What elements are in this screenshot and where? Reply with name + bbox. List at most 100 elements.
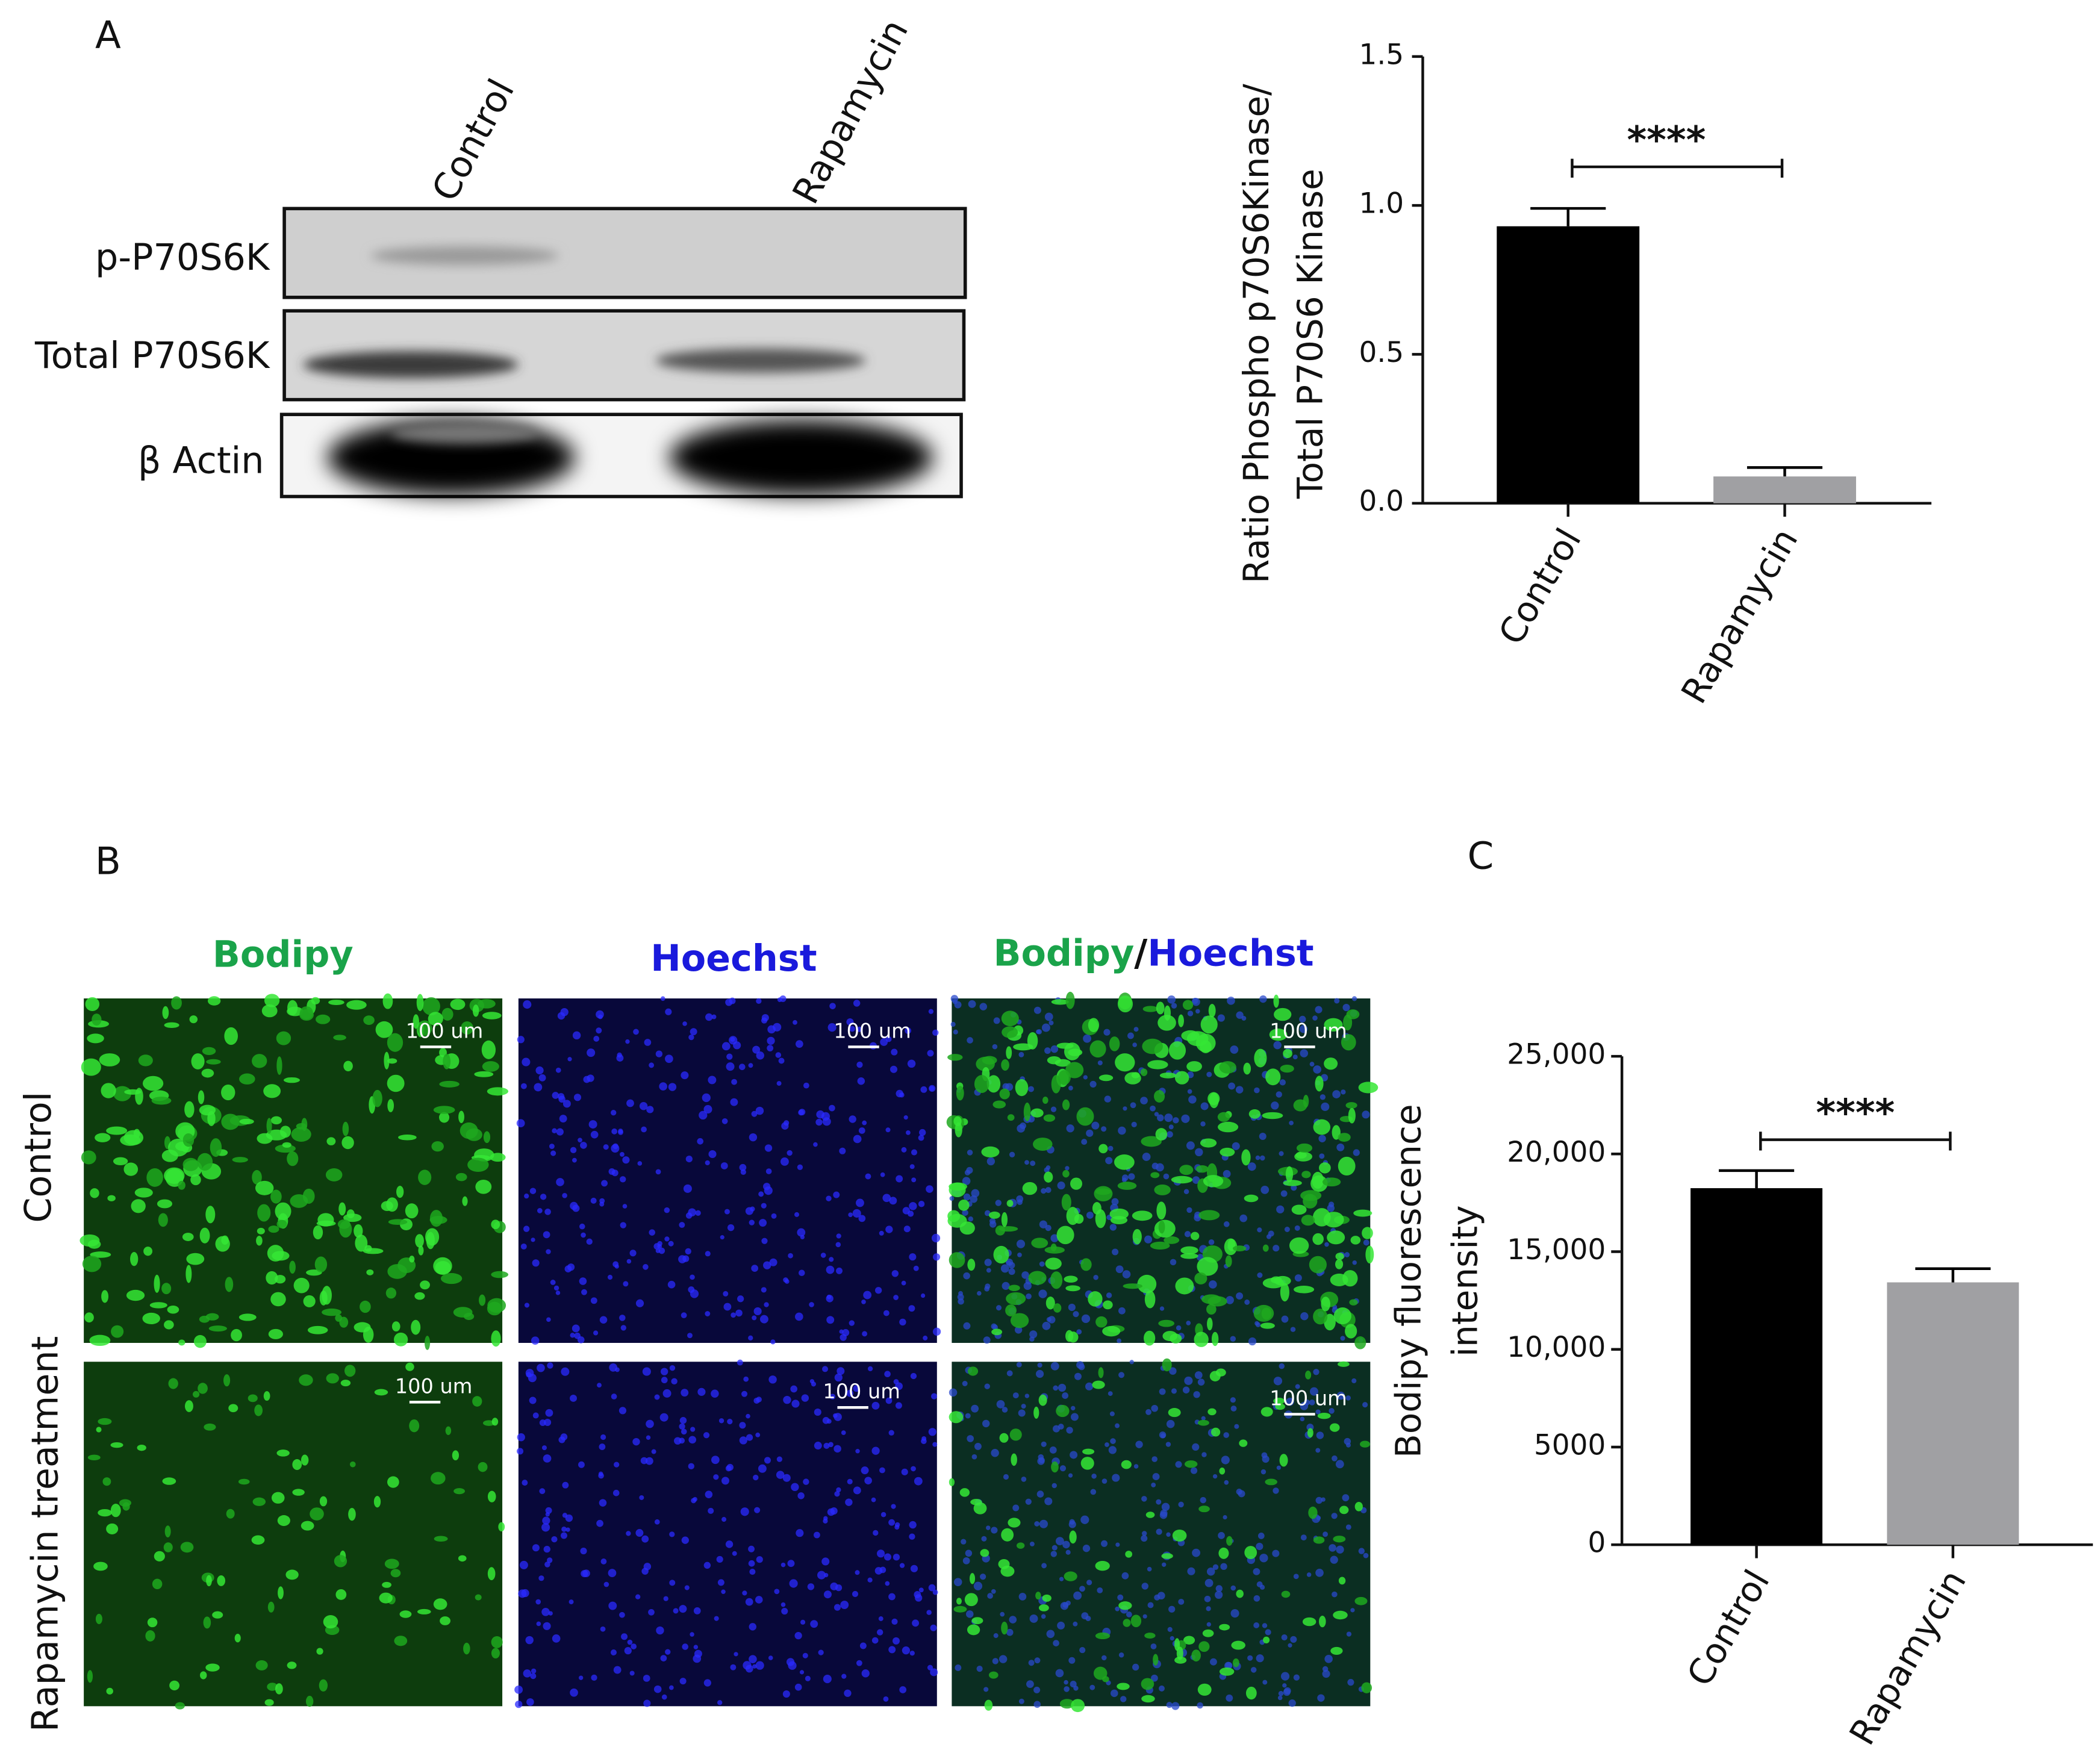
nucleus (992, 1324, 999, 1330)
nucleus (964, 1169, 971, 1175)
nucleus (660, 1368, 668, 1375)
lipid-cell (303, 1295, 316, 1307)
nucleus (992, 1658, 999, 1664)
blot-row-label: β Actin (138, 440, 264, 482)
lipid-cell (992, 1100, 1006, 1109)
lipid-cell (439, 1080, 460, 1088)
nucleus (570, 1147, 577, 1154)
lipid-cell (1183, 1636, 1195, 1645)
nucleus (888, 1646, 896, 1654)
nucleus (682, 1021, 687, 1026)
lipid-cell (1313, 1309, 1328, 1325)
lipid-cell (343, 1060, 353, 1072)
nucleus (619, 1315, 626, 1321)
lipid-cell (1179, 1165, 1194, 1175)
nucleus (807, 1583, 815, 1590)
nucleus (752, 1664, 757, 1669)
nucleus (1294, 1225, 1300, 1231)
lipid-cell (429, 1216, 447, 1224)
nucleus (867, 1366, 873, 1372)
nucleus (1281, 1634, 1288, 1641)
nucleus (893, 1295, 899, 1300)
nucleus (580, 1142, 587, 1149)
nucleus (730, 1098, 738, 1106)
nucleus (1220, 1563, 1227, 1571)
nucleus (534, 1083, 543, 1092)
nucleus (1230, 1406, 1237, 1412)
nucleus (1053, 1425, 1060, 1433)
nucleus (690, 1028, 697, 1036)
lipid-cell (204, 1423, 216, 1431)
nucleus (885, 1225, 893, 1233)
nucleus (1021, 1404, 1026, 1409)
lipid-cell (1330, 1423, 1340, 1432)
nucleus (949, 1196, 955, 1201)
lipid-cell (1343, 1014, 1353, 1031)
nucleus (834, 1373, 843, 1382)
lipid-cell (337, 1219, 351, 1229)
lipid-cell (1117, 995, 1133, 1013)
lipid-cell (335, 1589, 347, 1600)
lipid-cell (248, 1394, 258, 1403)
nucleus (545, 1409, 553, 1417)
lipid-cell (1088, 1291, 1103, 1307)
lipid-cell (1219, 1667, 1235, 1676)
nucleus (738, 1063, 746, 1071)
nucleus (1108, 1446, 1117, 1454)
nucleus (962, 1177, 971, 1185)
lipid-cell (1154, 1090, 1165, 1103)
nucleus (1166, 1702, 1173, 1708)
nucleus (1195, 1148, 1203, 1157)
lipid-cell (137, 1444, 146, 1451)
nucleus (826, 1195, 832, 1201)
nucleus (791, 1483, 799, 1492)
nucleus (1332, 1455, 1338, 1462)
lipid-cell (349, 1461, 356, 1468)
nucleus (688, 1463, 694, 1470)
nucleus (980, 1574, 986, 1580)
nucleus (755, 1106, 764, 1115)
nucleus (853, 1135, 862, 1144)
nucleus (1315, 1409, 1321, 1415)
nucleus (1295, 1384, 1300, 1389)
lipid-cell (1241, 1149, 1251, 1166)
nucleus (735, 1309, 743, 1317)
nucleus (1293, 1674, 1300, 1681)
nucleus (1151, 1674, 1158, 1682)
nucleus (1340, 1336, 1345, 1341)
lipid-cell (266, 1271, 278, 1285)
nucleus (714, 1616, 719, 1621)
nucleus (725, 998, 733, 1006)
lipid-cell (1232, 1658, 1239, 1667)
nucleus (871, 1446, 880, 1455)
lipid-cell (189, 1015, 198, 1024)
panel-label: A (95, 13, 121, 57)
nucleus (746, 1434, 753, 1441)
lipid-cell (1219, 1061, 1236, 1074)
nucleus (1184, 1376, 1193, 1385)
lipid-cell (278, 1586, 284, 1599)
lipid-cell (270, 1189, 282, 1204)
nucleus (1024, 1393, 1030, 1398)
lipid-cell (1289, 1237, 1309, 1254)
nucleus (991, 1527, 998, 1534)
nucleus (1082, 1545, 1091, 1552)
nucleus (971, 1404, 979, 1413)
lipid-cell (338, 1202, 346, 1216)
nucleus (1235, 1086, 1244, 1094)
lipid-cell (1218, 1121, 1239, 1133)
nucleus (1133, 1027, 1139, 1032)
nucleus (1188, 1095, 1197, 1104)
nucleus (971, 1189, 980, 1198)
nucleus (1044, 1047, 1051, 1054)
lipid-cell (340, 1380, 351, 1387)
nucleus (918, 1201, 925, 1207)
nucleus (607, 1274, 613, 1280)
lipid-cell (1200, 1138, 1217, 1148)
nucleus (1057, 1621, 1065, 1630)
lipid-cell (162, 1006, 169, 1020)
nucleus (1197, 1702, 1203, 1709)
lipid-cell (207, 996, 221, 1006)
lipid-cell (102, 1477, 111, 1486)
lipid-cell (959, 1221, 975, 1235)
